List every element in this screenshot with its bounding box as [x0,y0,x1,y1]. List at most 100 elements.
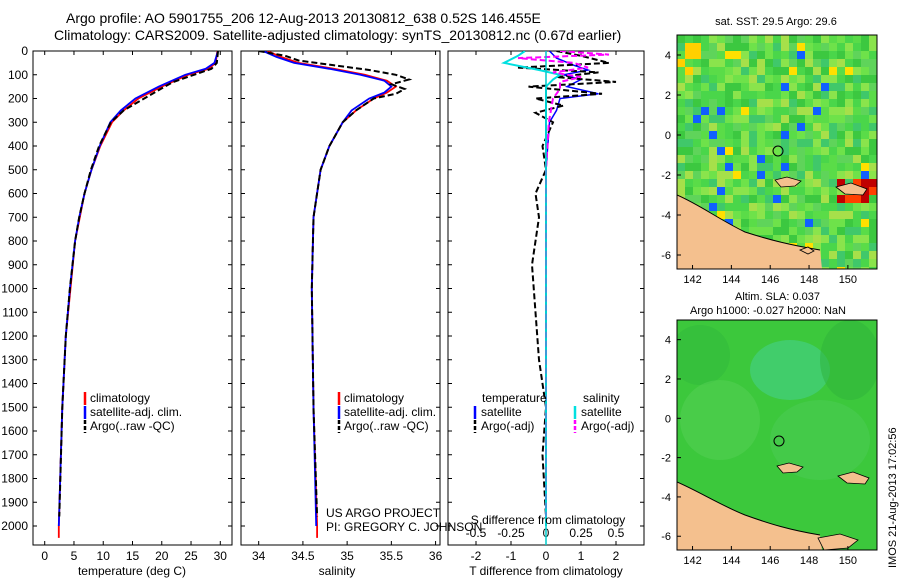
sst-cell [773,115,781,123]
sst-cell [853,51,861,59]
sst-cell [861,43,869,51]
sst-cell [789,43,797,51]
sst-cell [765,147,773,155]
sst-cell [685,139,693,147]
sst-cell [829,131,837,139]
sst-cell [829,35,837,43]
sst-cell [733,155,741,163]
sst-cell [821,115,829,123]
x-tick-label: 35 [340,549,354,563]
sst-cell [773,171,781,179]
x-tick-label: 2 [613,549,620,563]
sst-cell [821,251,829,259]
sst-cell [733,139,741,147]
sst-cell [805,123,813,131]
sst-cell [765,211,773,219]
sst-cell [749,99,757,107]
sst-cell [725,35,733,43]
sst-cell [845,219,853,227]
sst-cell [861,123,869,131]
sst-cell [813,155,821,163]
sst-cell [709,75,717,83]
sst-cell [773,67,781,75]
sst-cell [685,83,693,91]
sst-cell [781,115,789,123]
sst-cell [765,107,773,115]
temperature-axis-ticks: 0 5 10 15 20 25 30 [41,51,227,563]
sst-cell [773,219,781,227]
sst-cell [845,123,853,131]
sst-cell [845,195,853,203]
sst-cell [821,51,829,59]
sst-cell [853,267,861,269]
sst-cell [789,235,797,243]
sst-cell [773,203,781,211]
sst-cell [693,195,701,203]
sst-map-title: sat. SST: 29.5 Argo: 29.6 [715,16,837,28]
sst-cell [821,43,829,51]
sst-cell [709,99,717,107]
sst-map: 142 144 146 148 150 4 2 0 -2 -4 -6 sat. SST: 29.5 … [661,16,878,286]
series-line-argo-adj- [517,51,610,517]
sst-cell [701,51,709,59]
sst-cell [701,155,709,163]
sst-cell [709,179,717,187]
sst-cell [813,67,821,75]
sst-cell [837,251,845,259]
sst-cell [789,51,797,59]
sst-cell [861,203,869,211]
salinity-xlabel: salinity [319,564,356,578]
sst-cell [733,203,741,211]
sst-cell [869,83,877,91]
sst-cell [685,115,693,123]
sst-cell [741,35,749,43]
sst-cell [853,195,861,203]
sst-cell [821,163,829,171]
sst-cell [717,59,725,67]
legend-label-t-argo: Argo(-adj) [481,419,534,433]
sst-cell [749,83,757,91]
sst-cell [789,131,797,139]
sst-cell [853,179,861,187]
sst-cell [757,83,765,91]
sst-cell [765,99,773,107]
sst-cell [733,131,741,139]
sst-cell [853,251,861,259]
sst-cell [837,139,845,147]
sst-cell [773,35,781,43]
sst-cell [709,131,717,139]
sst-cell [701,203,709,211]
sst-cell [789,107,797,115]
sst-cell [765,227,773,235]
sst-cell [685,171,693,179]
sst-cell [717,83,725,91]
sst-cell [861,211,869,219]
sst-cell [821,59,829,67]
sst-cell [773,227,781,235]
sst-cell [869,163,877,171]
sst-cell [749,163,757,171]
sst-cell [701,59,709,67]
sst-cell [837,211,845,219]
sst-cell [741,107,749,115]
sst-cell [837,235,845,243]
sst-cell [733,147,741,155]
sst-cell [805,235,813,243]
sst-cell [701,83,709,91]
sst-cell [861,235,869,243]
series-line-satellite-adj-clim- [262,51,393,527]
lon-tick-label: 142 [683,555,701,567]
sst-cell [773,75,781,83]
sst-cell [797,83,805,91]
sst-cell [853,131,861,139]
sst-cell [861,115,869,123]
sst-cell [797,187,805,195]
sst-cell [765,203,773,211]
sst-cell [797,227,805,235]
depth-tick-label: 1200 [1,329,28,343]
sst-cell [733,179,741,187]
sst-cell [789,163,797,171]
sst-cell [853,59,861,67]
sst-cell [781,171,789,179]
